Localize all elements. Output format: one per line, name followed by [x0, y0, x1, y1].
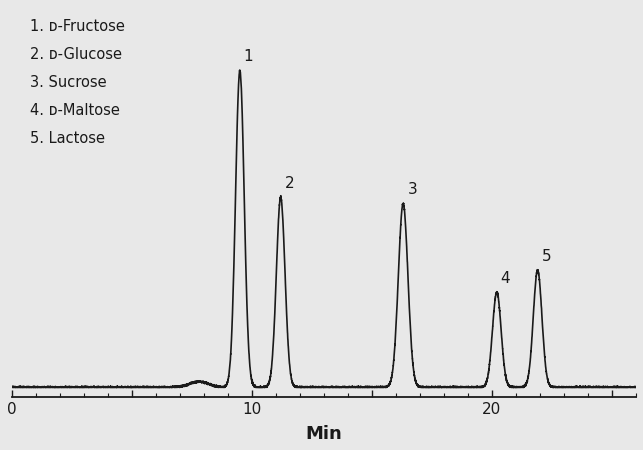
Text: 4: 4 — [500, 271, 510, 286]
Text: 5: 5 — [542, 249, 552, 264]
Text: 5. Lactose: 5. Lactose — [30, 131, 105, 146]
Text: 3. Sucrose: 3. Sucrose — [30, 75, 107, 90]
Text: 1: 1 — [244, 49, 253, 64]
X-axis label: Min: Min — [305, 425, 342, 443]
Text: 2. ᴅ-Glucose: 2. ᴅ-Glucose — [30, 47, 122, 62]
Text: 1. ᴅ-Fructose: 1. ᴅ-Fructose — [30, 18, 125, 34]
Text: 4. ᴅ-Maltose: 4. ᴅ-Maltose — [30, 103, 120, 118]
Text: 2: 2 — [285, 176, 294, 191]
Text: 3: 3 — [408, 182, 417, 197]
